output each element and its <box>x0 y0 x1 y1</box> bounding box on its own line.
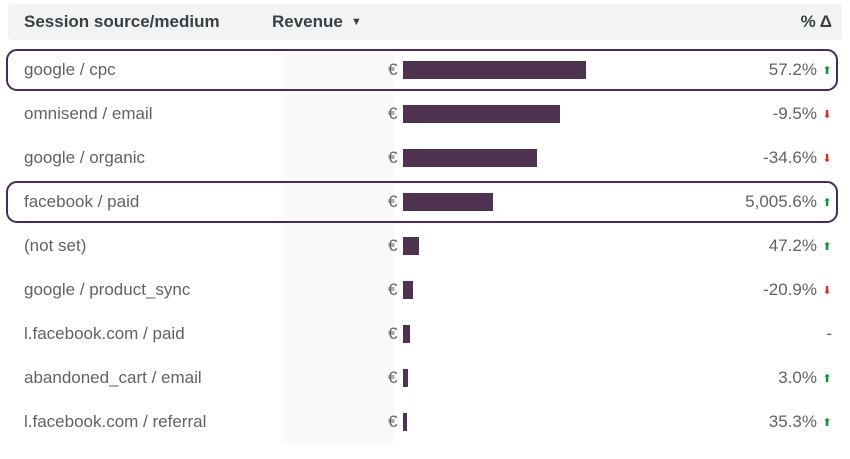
source-medium-cell: google / product_sync <box>24 280 191 299</box>
table-row[interactable]: abandoned_cart / email € 3.0% ⬆ <box>8 356 842 400</box>
revenue-bar <box>403 281 413 299</box>
percent-change-value: 35.3% <box>768 412 817 431</box>
percent-change-cell: 57.2% ⬆ <box>769 48 832 92</box>
revenue-cell-background <box>282 92 394 136</box>
percent-change-value: -34.6% <box>763 148 817 167</box>
table-row[interactable]: google / cpc € 57.2% ⬆ <box>6 48 842 92</box>
arrow-up-icon: ⬆ <box>822 373 832 385</box>
revenue-bar <box>403 61 586 79</box>
table-row[interactable]: l.facebook.com / paid € - <box>8 312 842 356</box>
percent-change-value: 47.2% <box>768 236 817 255</box>
source-medium-cell: l.facebook.com / referral <box>24 412 207 431</box>
percent-change-cell: 35.3% ⬆ <box>769 400 832 444</box>
source-medium-cell: omnisend / email <box>24 104 153 123</box>
percent-change-value: 3.0% <box>778 368 817 387</box>
percent-change-value: 5,005.6% <box>745 192 817 211</box>
revenue-cell-background <box>282 356 394 400</box>
revenue-bar <box>403 105 560 123</box>
currency-symbol: € <box>388 236 398 255</box>
column-header-source-medium[interactable]: Session source/medium <box>24 12 220 31</box>
table-row[interactable]: (not set) € 47.2% ⬆ <box>8 224 842 268</box>
percent-change-cell: 5,005.6% ⬆ <box>745 180 832 224</box>
currency-symbol: € <box>388 324 398 343</box>
arrow-down-icon: ⬇ <box>822 153 832 165</box>
revenue-bar <box>403 149 537 167</box>
table-row[interactable]: google / organic € -34.6% ⬇ <box>8 136 842 180</box>
arrow-down-icon: ⬇ <box>822 285 832 297</box>
column-header-revenue[interactable]: Revenue ▼ <box>272 4 362 40</box>
arrow-up-icon: ⬆ <box>822 197 832 209</box>
percent-change-cell: -34.6% ⬇ <box>763 136 832 180</box>
currency-symbol: € <box>388 60 398 79</box>
revenue-cell-background <box>282 136 394 180</box>
percent-change-value: - <box>826 324 832 343</box>
revenue-bar <box>403 413 407 431</box>
currency-symbol: € <box>388 192 398 211</box>
percent-change-cell: 47.2% ⬆ <box>769 224 832 268</box>
percent-change-cell: -9.5% ⬇ <box>773 92 832 136</box>
percent-change-cell: 3.0% ⬆ <box>778 356 832 400</box>
revenue-bar <box>403 237 419 255</box>
table-body: google / cpc € 57.2% ⬆ omnisend / email €… <box>6 48 842 444</box>
revenue-cell-background <box>282 180 394 224</box>
arrow-up-icon: ⬆ <box>822 241 832 253</box>
currency-symbol: € <box>388 148 398 167</box>
source-medium-cell: google / organic <box>24 148 145 167</box>
arrow-down-icon: ⬇ <box>822 109 832 121</box>
table-row[interactable]: facebook / paid € 5,005.6% ⬆ <box>6 180 842 224</box>
revenue-bar <box>403 369 408 387</box>
currency-symbol: € <box>388 412 398 431</box>
source-medium-cell: facebook / paid <box>24 192 140 211</box>
table-row[interactable]: google / product_sync € -20.9% ⬇ <box>8 268 842 312</box>
table-row[interactable]: l.facebook.com / referral € 35.3% ⬆ <box>8 400 842 444</box>
revenue-bar <box>403 325 410 343</box>
source-medium-cell: google / cpc <box>24 60 116 79</box>
percent-change-cell: -20.9% ⬇ <box>763 268 832 312</box>
arrow-up-icon: ⬆ <box>822 65 832 77</box>
column-header-percent-change[interactable]: % Δ <box>800 12 832 31</box>
revenue-bar <box>403 193 493 211</box>
currency-symbol: € <box>388 368 398 387</box>
source-medium-cell: (not set) <box>24 236 87 255</box>
percent-change-value: -9.5% <box>772 104 817 123</box>
percent-change-value: 57.2% <box>768 60 817 79</box>
currency-symbol: € <box>388 280 398 299</box>
revenue-cell-background <box>282 312 394 356</box>
percent-change-value: -20.9% <box>763 280 817 299</box>
revenue-table: Session source/medium Revenue ▼ % Δ googl… <box>6 4 842 444</box>
table-header: Session source/medium Revenue ▼ % Δ <box>8 4 842 40</box>
arrow-up-icon: ⬆ <box>822 417 832 429</box>
column-header-revenue-label: Revenue <box>272 12 343 31</box>
revenue-cell-background <box>282 224 394 268</box>
sort-descending-icon[interactable]: ▼ <box>350 16 362 28</box>
revenue-cell-background <box>282 268 394 312</box>
revenue-cell-background <box>282 400 394 444</box>
table-row[interactable]: omnisend / email € -9.5% ⬇ <box>8 92 842 136</box>
source-medium-cell: abandoned_cart / email <box>24 368 202 387</box>
source-medium-cell: l.facebook.com / paid <box>24 324 185 343</box>
currency-symbol: € <box>388 104 398 123</box>
revenue-cell-background <box>282 48 394 92</box>
percent-change-cell: - <box>826 312 832 356</box>
